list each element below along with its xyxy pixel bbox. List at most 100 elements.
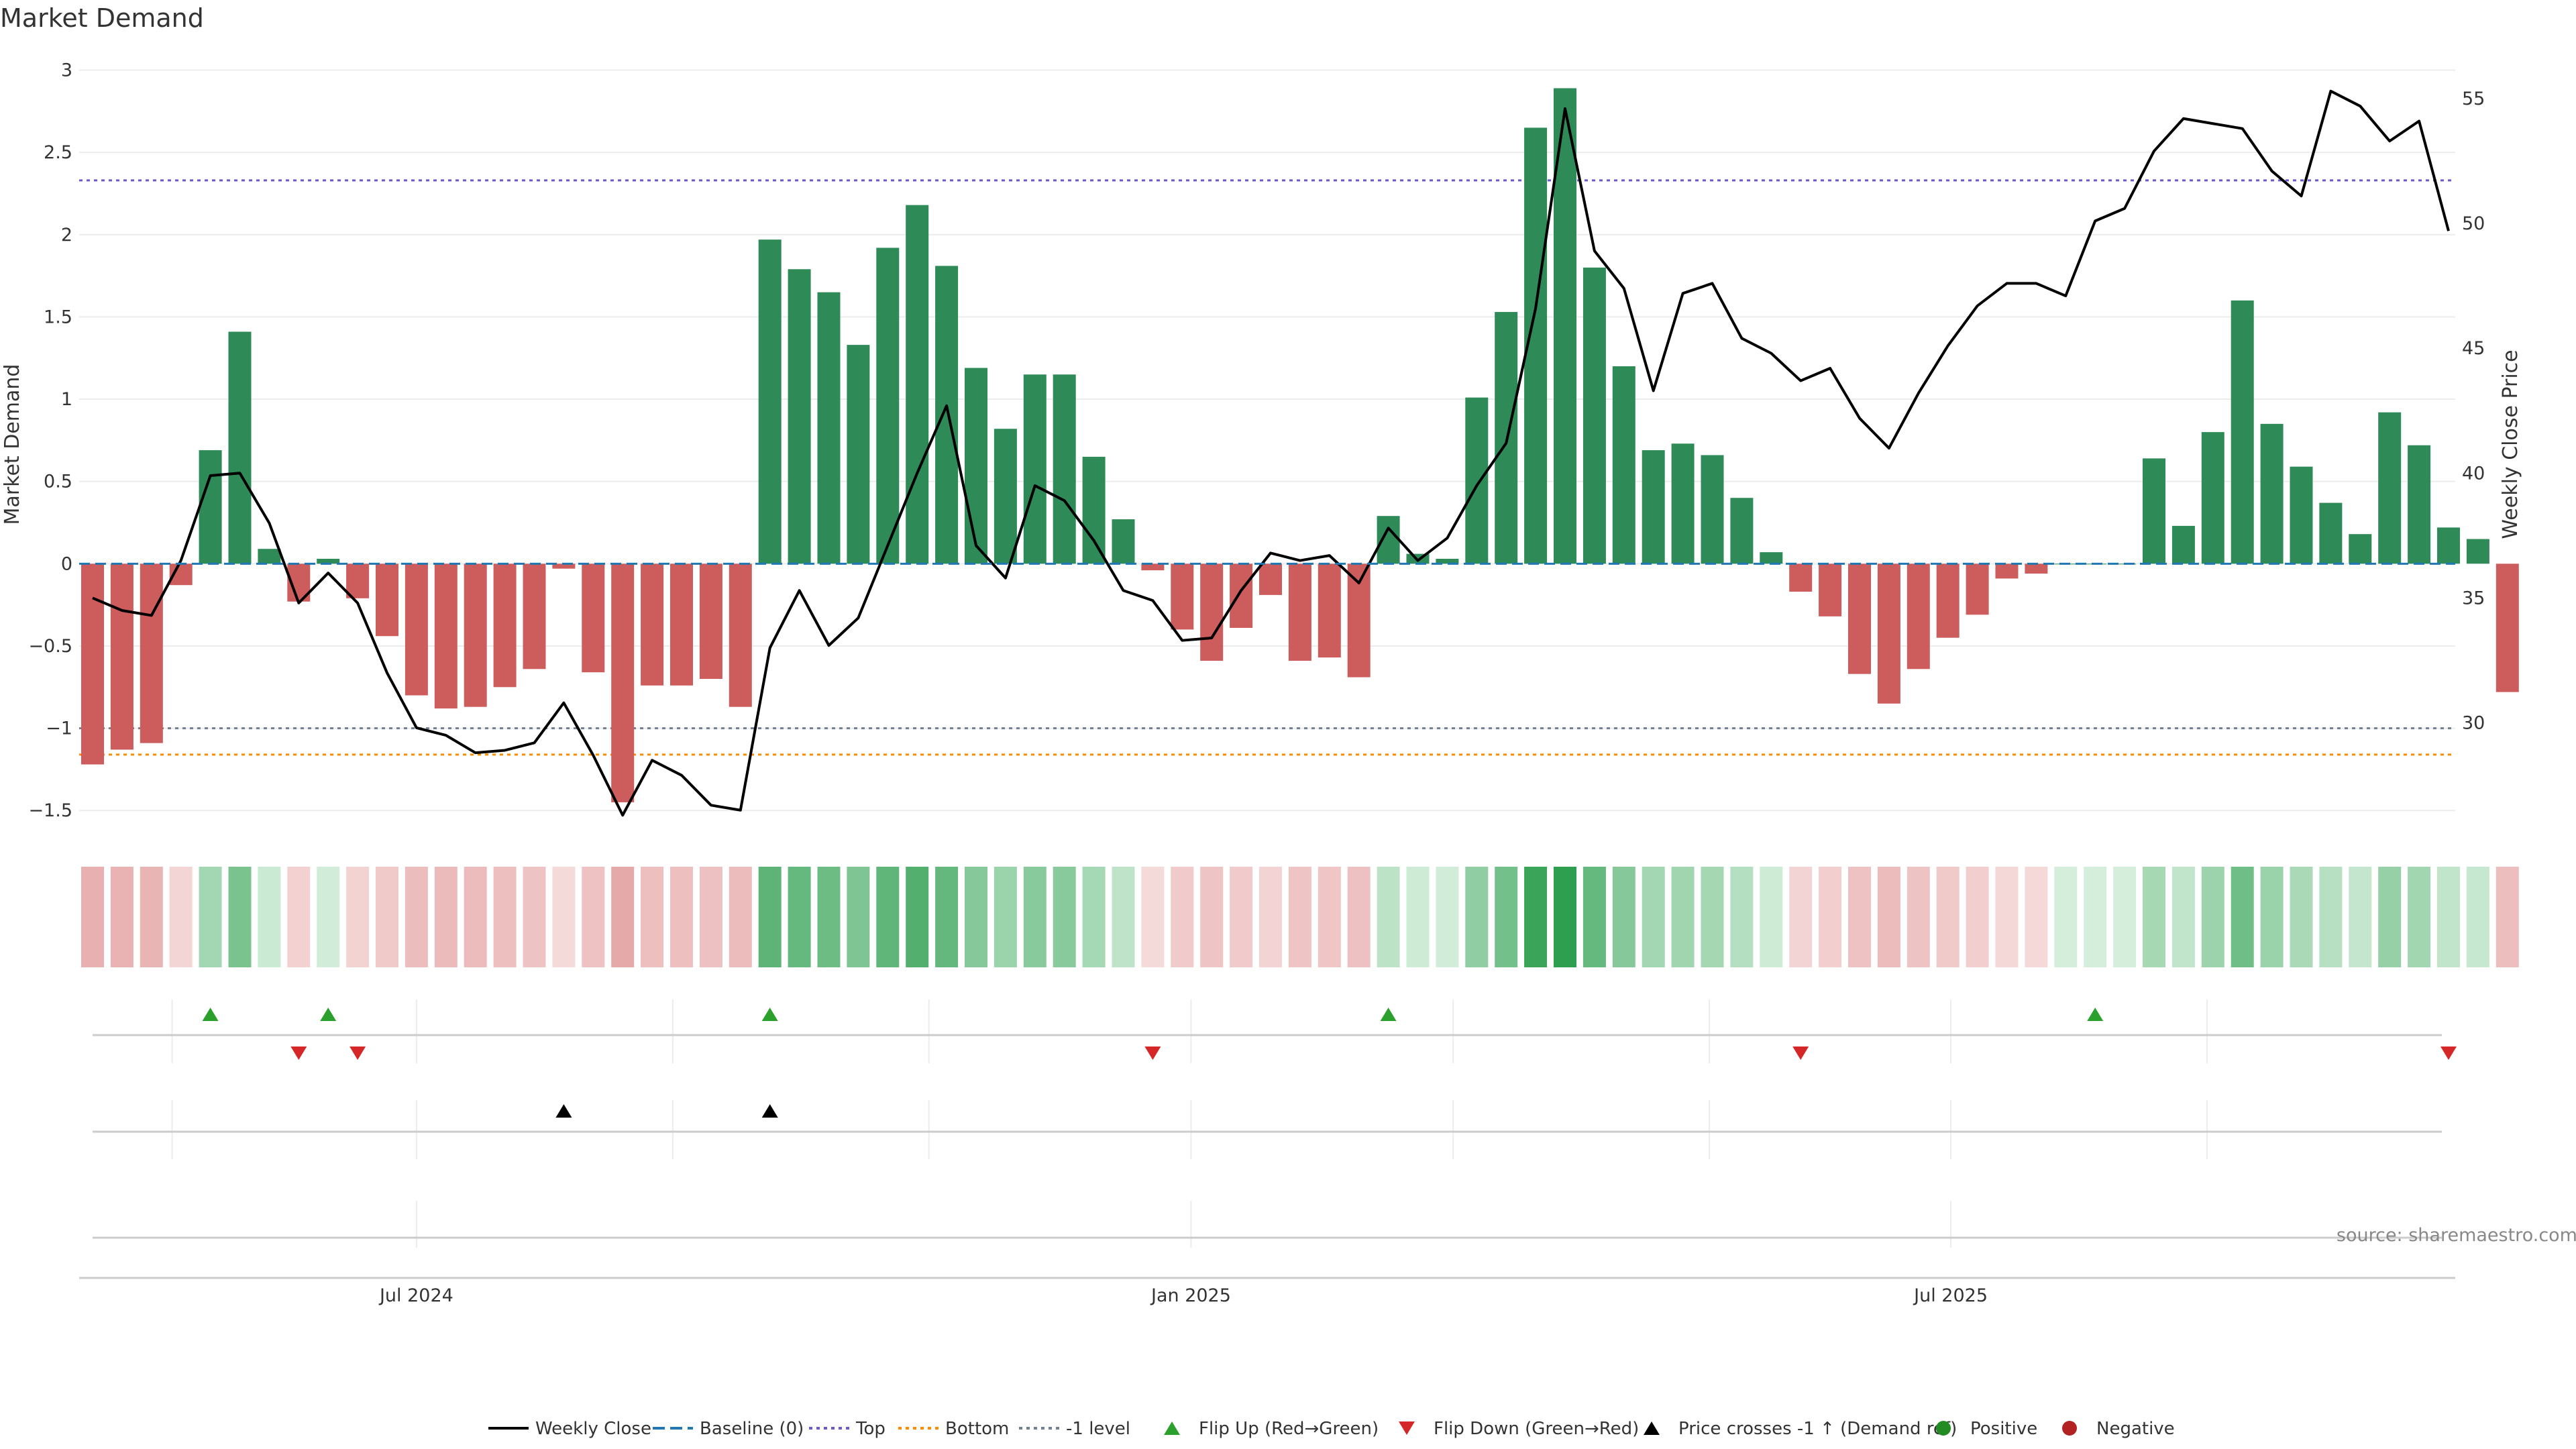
demand-bar bbox=[847, 345, 870, 564]
heat-cell bbox=[611, 867, 635, 967]
demand-bars bbox=[81, 88, 2519, 802]
left-tick-label: 0 bbox=[61, 553, 72, 574]
heat-cell bbox=[1936, 867, 1960, 967]
demand-bar bbox=[1877, 564, 1900, 704]
heat-cell bbox=[110, 867, 133, 967]
price-cross-marker bbox=[555, 1104, 572, 1118]
heat-cell bbox=[1524, 867, 1548, 967]
heat-cell bbox=[1582, 867, 1606, 967]
demand-bar bbox=[817, 292, 841, 564]
heat-cell bbox=[1966, 867, 1989, 967]
heat-cell bbox=[1671, 867, 1695, 967]
x-tick-label: Jul 2024 bbox=[378, 1285, 453, 1306]
heat-cell bbox=[876, 867, 900, 967]
heat-cell bbox=[2201, 867, 2224, 967]
demand-bar bbox=[699, 564, 722, 679]
demand-bar bbox=[1789, 564, 1813, 592]
demand-bar bbox=[1082, 456, 1106, 564]
left-tick-label: 2 bbox=[61, 225, 72, 246]
legend-positive-icon bbox=[1936, 1421, 1951, 1436]
legend-item: Negative bbox=[2062, 1419, 2175, 1439]
legend-item: Price crosses -1 ↑ (Demand ref) bbox=[1644, 1419, 1957, 1439]
left-tick-label: 1 bbox=[61, 389, 72, 410]
demand-bar bbox=[2231, 300, 2254, 564]
heat-cell bbox=[935, 867, 959, 967]
heat-cell bbox=[1318, 867, 1341, 967]
left-tick-label: −0.5 bbox=[28, 636, 72, 657]
demand-bar bbox=[2408, 445, 2431, 564]
x-tick-label: Jan 2025 bbox=[1150, 1285, 1231, 1306]
price-cross-marker bbox=[761, 1104, 778, 1118]
demand-bar bbox=[2260, 423, 2284, 564]
legend-flip-down-icon bbox=[1399, 1421, 1415, 1435]
demand-bar bbox=[1141, 564, 1165, 571]
demand-bar bbox=[641, 564, 664, 686]
demand-bar bbox=[258, 549, 281, 564]
heat-cell bbox=[1112, 867, 1135, 967]
legend-label: Weekly Close bbox=[535, 1419, 651, 1439]
right-tick-label: 55 bbox=[2462, 89, 2485, 109]
heat-cell bbox=[1642, 867, 1665, 967]
heat-cell bbox=[965, 867, 987, 967]
heat-cell bbox=[434, 867, 458, 967]
legend-label: Positive bbox=[1970, 1419, 2037, 1439]
flip-up-marker bbox=[320, 1008, 337, 1021]
heat-cell bbox=[2143, 867, 2165, 967]
demand-bar bbox=[317, 558, 340, 564]
heat-cell bbox=[1406, 867, 1430, 967]
demand-bar bbox=[434, 564, 458, 709]
source-note: source: sharemaestro.com bbox=[2337, 1225, 2576, 1246]
flip-down-marker bbox=[350, 1046, 366, 1060]
heat-cell bbox=[847, 867, 870, 967]
right-tick-label: 45 bbox=[2462, 338, 2485, 359]
legend-item: Baseline (0) bbox=[653, 1419, 804, 1439]
legend-label: Flip Up (Red→Green) bbox=[1199, 1419, 1379, 1439]
heat-cell bbox=[641, 867, 664, 967]
heat-cell bbox=[699, 867, 722, 967]
y-axis-left-title: Market Demand bbox=[1, 364, 24, 525]
legend-negative-icon bbox=[2062, 1421, 2077, 1436]
heat-cell bbox=[817, 867, 841, 967]
demand-bar bbox=[1582, 267, 1606, 564]
heat-cell bbox=[1877, 867, 1900, 967]
legend-item: Top bbox=[809, 1419, 885, 1439]
legend-item: Flip Up (Red→Green) bbox=[1164, 1419, 1379, 1439]
heat-cell bbox=[1023, 867, 1046, 967]
heat-cell bbox=[81, 867, 104, 967]
flip-down-marker bbox=[2440, 1046, 2457, 1060]
heat-cell bbox=[2260, 867, 2284, 967]
legend-item: Positive bbox=[1936, 1419, 2037, 1439]
heat-cell bbox=[729, 867, 752, 967]
heat-cell bbox=[1230, 867, 1253, 967]
chart-title: Market Demand bbox=[0, 3, 204, 33]
heat-cell bbox=[1819, 867, 1842, 967]
heat-cell bbox=[2496, 867, 2519, 967]
demand-bar bbox=[1907, 564, 1930, 669]
heat-cell bbox=[523, 867, 546, 967]
heat-cell bbox=[376, 867, 398, 967]
left-tick-label: −1.5 bbox=[28, 800, 72, 821]
demand-bar bbox=[1730, 498, 1754, 564]
heat-cell bbox=[258, 867, 281, 967]
weekly-close-line-layer bbox=[92, 89, 2450, 817]
right-tick-label: 50 bbox=[2462, 213, 2485, 234]
heat-cell bbox=[2408, 867, 2431, 967]
heat-cell bbox=[906, 867, 929, 967]
heat-cell bbox=[199, 867, 222, 967]
demand-bar bbox=[1966, 564, 1989, 615]
y-axis-right-title: Weekly Close Price bbox=[2499, 350, 2522, 539]
demand-bar bbox=[405, 564, 428, 696]
demand-bar bbox=[1023, 374, 1046, 564]
demand-bar bbox=[1819, 564, 1842, 616]
flip-up-marker bbox=[2087, 1008, 2104, 1021]
demand-bar bbox=[2025, 564, 2048, 574]
legend-label: Top bbox=[855, 1419, 885, 1439]
heat-cell bbox=[346, 867, 370, 967]
demand-bar bbox=[1436, 558, 1459, 564]
demand-bar bbox=[1171, 564, 1194, 630]
legend-label: Price crosses -1 ↑ (Demand ref) bbox=[1678, 1419, 1957, 1439]
demand-bar bbox=[1318, 564, 1341, 658]
flip-down-marker bbox=[290, 1046, 307, 1060]
demand-bar bbox=[2201, 432, 2224, 564]
right-tick-label: 30 bbox=[2462, 713, 2485, 734]
